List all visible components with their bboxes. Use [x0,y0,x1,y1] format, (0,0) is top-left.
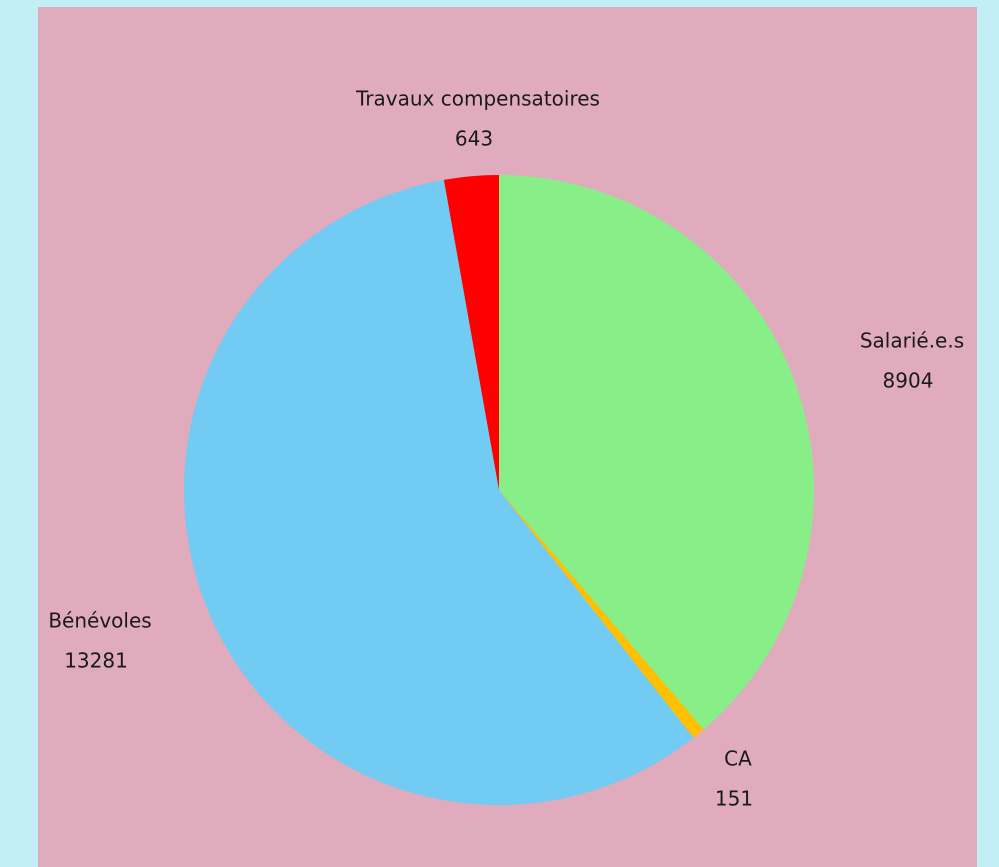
pie-slice [499,175,815,730]
pie-slice [184,179,694,805]
pie-slice [499,490,704,738]
slice-label: Salarié.e.s [860,329,964,353]
pie-slice [443,175,499,490]
slice-label: Travaux compensatoires [355,87,600,111]
slice-label: Bénévoles [48,609,151,633]
slice-value: 643 [455,127,493,151]
slice-value: 13281 [64,649,128,673]
slice-value: 8904 [883,369,934,393]
slice-value: 151 [715,787,753,811]
slice-label: CA [724,747,752,771]
